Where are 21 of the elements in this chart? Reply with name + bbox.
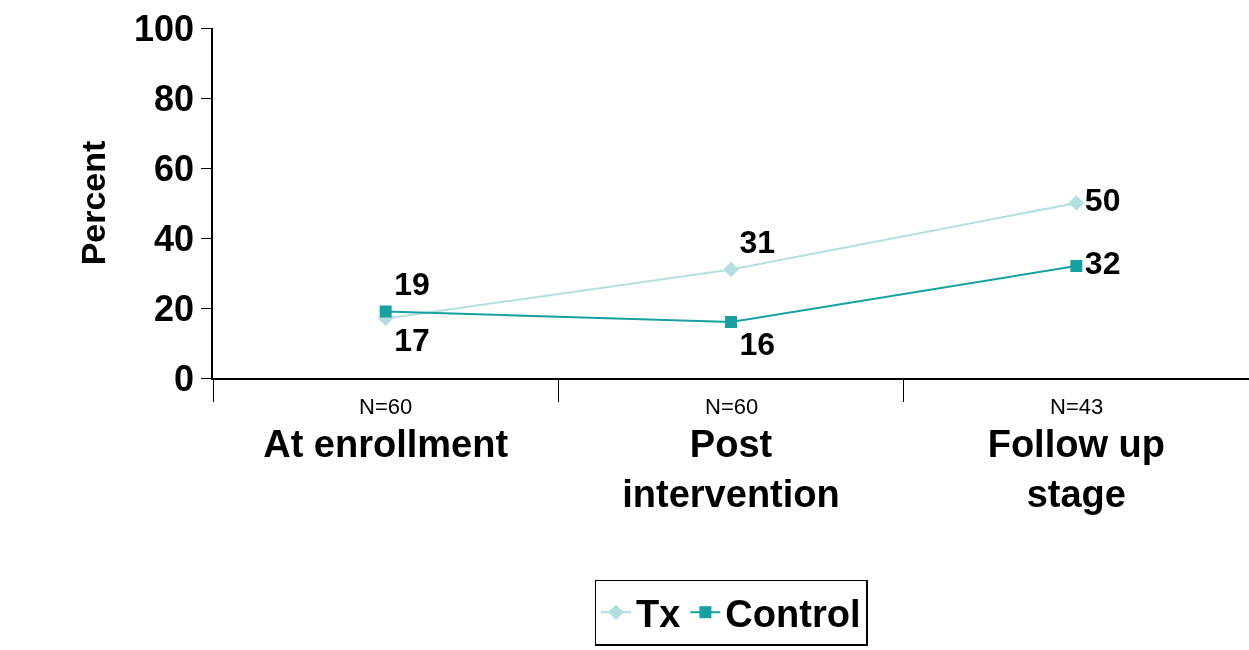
y-tick-label: 100 xyxy=(133,7,195,49)
text: N=43 xyxy=(1050,394,1104,419)
y-axis-title: Percent xyxy=(74,140,113,266)
data-label: 31 xyxy=(739,224,776,260)
y-tick-label: 20 xyxy=(154,287,195,329)
x-tick-label: Post intervention xyxy=(622,423,840,515)
legend-label: Control xyxy=(725,593,861,636)
text: N=60 xyxy=(359,394,413,419)
y-tick-label: 80 xyxy=(154,77,195,119)
data-label: 32 xyxy=(1084,245,1121,281)
data-label: 19 xyxy=(394,266,430,302)
data-label: 50 xyxy=(1084,182,1121,218)
x-tick-label: Follow up stage xyxy=(987,423,1165,515)
y-tick-label: 60 xyxy=(154,147,195,189)
y-tick-label: 40 xyxy=(154,217,195,259)
legend-label: Tx xyxy=(636,593,681,636)
data-label: 16 xyxy=(739,325,776,362)
x-tick-label: At enrollment xyxy=(263,423,509,466)
text: N=60 xyxy=(705,394,759,419)
data-label: 17 xyxy=(394,322,430,358)
y-tick-label: 0 xyxy=(174,357,195,399)
